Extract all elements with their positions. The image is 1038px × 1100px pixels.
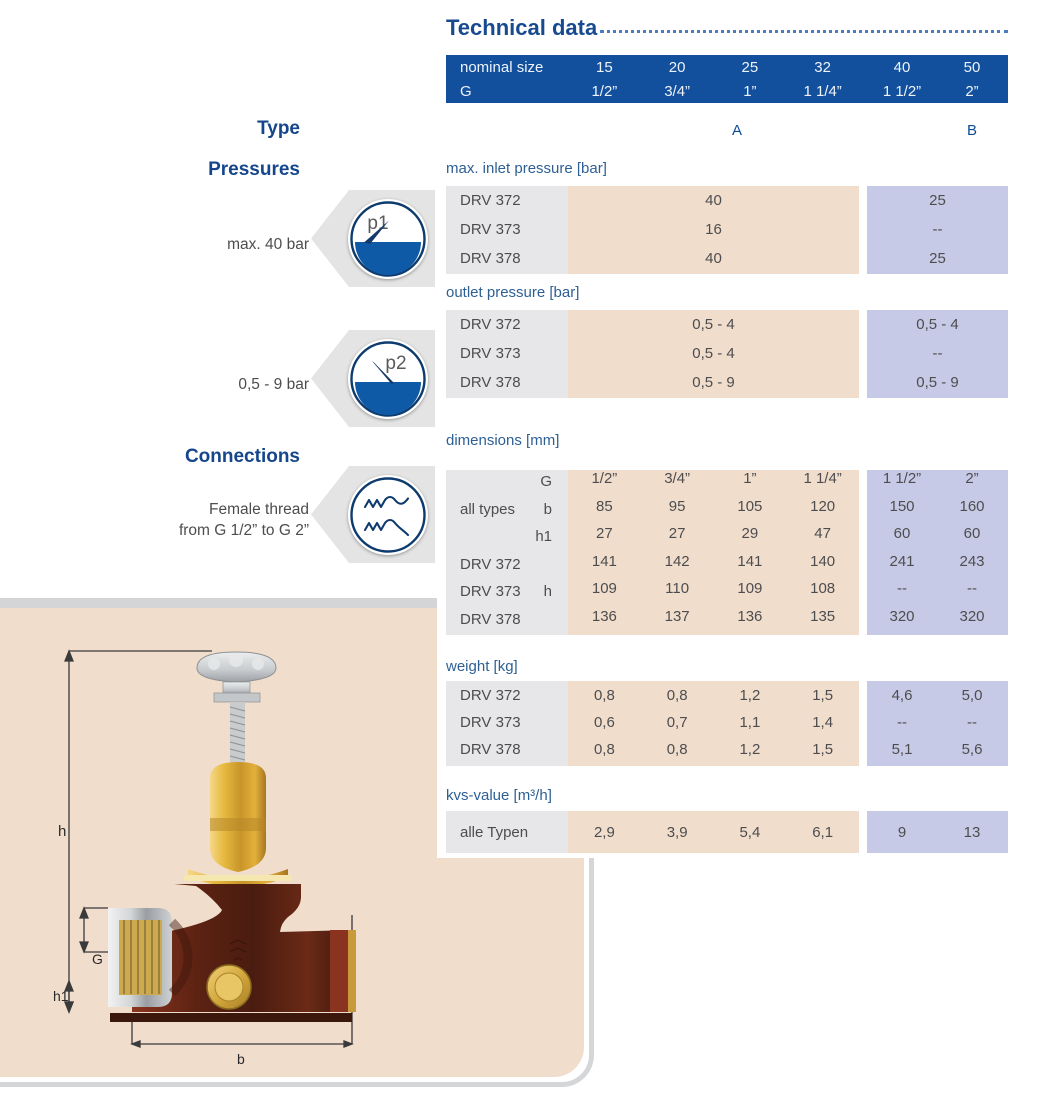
svg-text:h1: h1 [53,988,69,1004]
svg-text:G: G [92,951,103,967]
svg-text:p2: p2 [385,353,406,374]
svg-text:h: h [58,823,66,840]
svg-text:b: b [237,1051,245,1067]
